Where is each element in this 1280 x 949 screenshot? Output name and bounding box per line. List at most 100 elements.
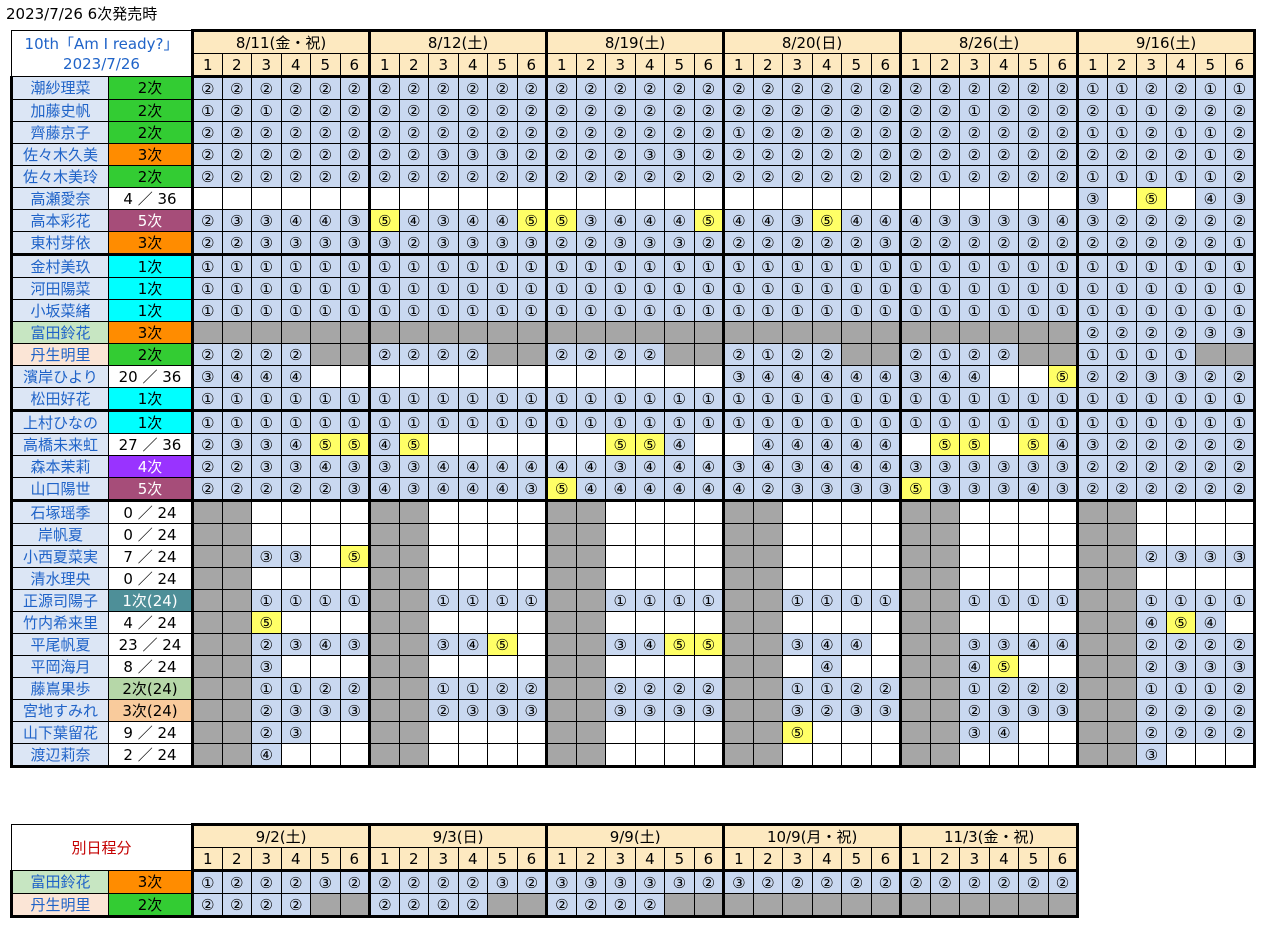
ticket-cell: ① (752, 299, 784, 322)
ticket-cell: ③ (545, 870, 577, 894)
ticket-cell: ② (191, 893, 223, 918)
ticket-cell: ② (899, 76, 931, 100)
ticket-cell: ③ (959, 633, 990, 656)
ticket-cell: ② (368, 893, 400, 918)
ticket-cell (1047, 343, 1079, 366)
ticket-cell (251, 321, 282, 344)
ticket-cell (368, 677, 400, 700)
ticket-cell (811, 611, 843, 634)
ticket-cell: ① (339, 387, 371, 411)
ticket-cell (1106, 677, 1138, 700)
ticket-cell (811, 567, 843, 590)
ticket-cell: ② (191, 231, 223, 255)
part-number: 4 (457, 53, 489, 78)
ticket-cell (457, 499, 489, 524)
ticket-cell: ② (959, 870, 990, 894)
ticket-cell (1195, 523, 1226, 546)
ticket-cell (988, 321, 1020, 344)
ticket-cell: ③ (929, 209, 961, 232)
ticket-cell (251, 187, 282, 210)
ticket-cell (398, 699, 430, 722)
ticket-cell (899, 893, 931, 918)
member-row: 高橋未来虹 27 ／ 36 ② ③ ③ ④ ⑤ ⑤ ④ ⑤ ⑤ ⑤ ④ ④ ④ ④ ④ ④ ⑤ ⑤ ⑤ ④ ③ ② ② ② ② ② (10, 433, 1257, 456)
part-number: 2 (221, 847, 253, 872)
member-row: 潮紗理菜 2次 ② ② ② ② ② ② ② ② ② ② ② ② ② ② ② ② ② ② ② ② ② ② ② ② ② ② ② ② ② ② ① ① ② ②… (10, 76, 1257, 100)
ticket-cell: ② (191, 433, 223, 456)
ticket-cell (428, 721, 459, 744)
member-name: 正源司陽子 (10, 589, 109, 612)
ticket-cell: ⑤ (811, 209, 843, 232)
ticket-cell: ③ (664, 699, 695, 722)
ticket-cell (605, 523, 636, 546)
ticket-cell (929, 545, 961, 568)
ticket-cell (634, 365, 666, 388)
ticket-cell: ① (310, 253, 341, 278)
ticket-cell (428, 187, 459, 210)
ticket-cell (929, 743, 961, 768)
ticket-cell: ① (1224, 277, 1257, 300)
ticket-cell: ② (693, 870, 725, 894)
ticket-cell: ③ (1224, 545, 1257, 568)
ticket-cell (1018, 499, 1049, 524)
ticket-cell (722, 567, 754, 590)
member-status: 1次(24) (108, 589, 193, 612)
ticket-cell (457, 545, 489, 568)
ticket-cell (1047, 321, 1079, 344)
ticket-cell (722, 721, 754, 744)
member-row: 宮地すみれ 3次(24) ② ③ ③ ③ ② ③ ③ ③ ③ ③ ③ ③ ③ ② ③ ③ ② ③ ③ ③ ② ② ② ② (10, 699, 1257, 722)
ticket-cell (841, 743, 872, 768)
ticket-cell: ② (221, 99, 252, 122)
ticket-cell: ① (428, 589, 459, 612)
ticket-cell (368, 655, 400, 678)
ticket-cell: ① (841, 409, 872, 434)
date-header: 9/2(土) (191, 823, 371, 848)
member-status: 0 ／ 24 (108, 523, 193, 546)
ticket-cell: ① (841, 589, 872, 612)
ticket-cell: ① (693, 277, 725, 300)
ticket-cell: ② (605, 165, 636, 188)
ticket-cell: ② (428, 870, 459, 894)
ticket-cell: ② (516, 677, 548, 700)
ticket-cell: ③ (782, 699, 813, 722)
ticket-cell (575, 433, 607, 456)
ticket-cell: ① (1106, 165, 1138, 188)
ticket-cell: ① (368, 409, 400, 434)
ticket-cell: ⑤ (959, 433, 990, 456)
member-row: 山下葉留花 9 ／ 24 ② ③ ⑤ ③ ④ ② ② ② ② (10, 721, 1257, 744)
member-status: 0 ／ 24 (108, 567, 193, 590)
ticket-cell: ① (988, 277, 1020, 300)
ticket-cell: ② (251, 165, 282, 188)
ticket-cell: ② (870, 76, 902, 100)
ticket-cell: ② (191, 455, 223, 478)
ticket-cell: ② (221, 76, 252, 100)
ticket-cell (722, 523, 754, 546)
ticket-cell: ① (605, 253, 636, 278)
ticket-cell: ④ (1018, 477, 1049, 501)
ticket-cell: ④ (487, 209, 518, 232)
ticket-cell: ① (634, 409, 666, 434)
ticket-cell: ① (1165, 409, 1197, 434)
ticket-cell: ② (221, 893, 253, 918)
ticket-cell: ② (575, 121, 607, 144)
ticket-cell: ① (1076, 76, 1108, 100)
ticket-cell: ② (1224, 721, 1257, 744)
part-number: 5 (841, 53, 872, 78)
ticket-cell: ① (929, 409, 961, 434)
ticket-cell (1106, 699, 1138, 722)
ticket-cell: ① (191, 387, 223, 411)
ticket-cell: ⑤ (487, 633, 518, 656)
ticket-cell: ② (398, 99, 430, 122)
ticket-cell: ② (310, 143, 341, 166)
ticket-cell: ② (841, 121, 872, 144)
part-number: 1 (191, 847, 223, 872)
ticket-cell: ② (251, 76, 282, 100)
part-number: 3 (959, 53, 990, 78)
ticket-cell: ④ (545, 455, 577, 478)
ticket-cell: ③ (664, 231, 695, 255)
ticket-cell (516, 499, 548, 524)
ticket-cell: ② (1224, 209, 1257, 232)
ticket-cell (929, 589, 961, 612)
ticket-cell (959, 523, 990, 546)
ticket-cell: ① (811, 589, 843, 612)
ticket-cell: ① (1165, 677, 1197, 700)
